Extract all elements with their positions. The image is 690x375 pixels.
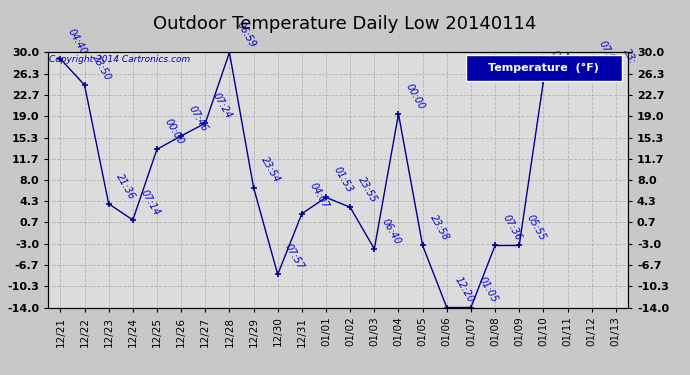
Text: 23:55: 23:55 — [356, 175, 379, 204]
Text: 07:46: 07:46 — [187, 104, 210, 133]
Text: Temperature  (°F): Temperature (°F) — [489, 63, 600, 73]
Text: 01:53: 01:53 — [332, 165, 355, 195]
Text: 04:40: 04:40 — [66, 27, 89, 56]
Text: 07:14: 07:14 — [139, 188, 161, 217]
Text: 23:54: 23:54 — [259, 155, 282, 185]
Text: 06:40: 06:40 — [380, 217, 403, 246]
Text: 07:57: 07:57 — [284, 242, 306, 272]
Text: 00:00: 00:00 — [549, 49, 572, 79]
Text: 07:08: 07:08 — [598, 39, 620, 69]
Text: 06:59: 06:59 — [235, 20, 258, 50]
Text: 01:05: 01:05 — [477, 275, 500, 305]
FancyBboxPatch shape — [466, 55, 622, 81]
Text: 23:58: 23:58 — [428, 213, 451, 243]
Text: 04:07: 04:07 — [308, 182, 331, 211]
Text: 07:24: 07:24 — [211, 91, 234, 120]
Text: 00:00: 00:00 — [163, 117, 186, 147]
Text: Outdoor Temperature Daily Low 20140114: Outdoor Temperature Daily Low 20140114 — [153, 15, 537, 33]
Text: 00:00: 00:00 — [404, 82, 427, 111]
Text: 23:: 23: — [622, 47, 638, 66]
Text: 05:55: 05:55 — [525, 213, 548, 243]
Text: 21:36: 21:36 — [115, 171, 137, 201]
Text: 12:20: 12:20 — [453, 275, 475, 305]
Text: 23:50: 23:50 — [90, 53, 113, 82]
Text: 07:36: 07:36 — [501, 213, 524, 243]
Text: Copyright 2014 Cartronics.com: Copyright 2014 Cartronics.com — [49, 55, 190, 64]
